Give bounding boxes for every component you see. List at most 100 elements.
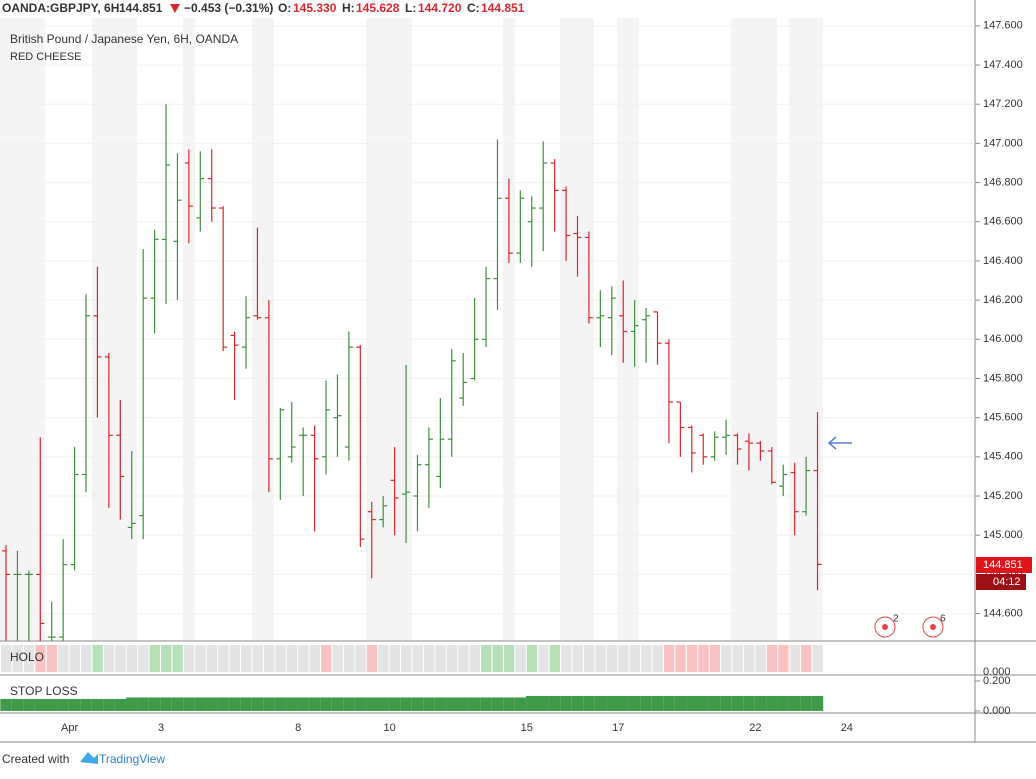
y-tick-label: 146.600: [983, 216, 1023, 228]
y-tick-label: 146.200: [983, 294, 1023, 306]
y-tick-label: 147.400: [983, 59, 1023, 71]
holo-cell: [229, 645, 240, 672]
holo-cell: [298, 645, 309, 672]
holo-cell: [69, 645, 80, 672]
holo-cell: [766, 645, 778, 672]
stop-loss-bar: [366, 697, 378, 711]
stop-loss-bar: [560, 695, 572, 711]
footer-brand[interactable]: TradingView: [99, 752, 165, 766]
high: 145.628: [356, 1, 400, 15]
stop-loss-bar: [160, 697, 172, 711]
holo-cell: [515, 645, 526, 672]
stop-loss-bar: [514, 697, 527, 711]
holo-cell: [812, 645, 823, 672]
holo-cell: [698, 645, 709, 672]
holo-cell: [172, 645, 183, 672]
holo-cell: [801, 645, 812, 672]
holo-cell: [446, 645, 458, 672]
stop-loss-bar: [686, 695, 698, 711]
y-tick-label: 145.200: [983, 490, 1023, 502]
session-band: [366, 18, 412, 640]
holo-cell: [332, 645, 343, 672]
stop-loss-bar: [594, 695, 607, 711]
x-tick-label: 15: [521, 722, 533, 734]
holo-cell: [92, 645, 103, 672]
holo-cell: [549, 645, 561, 672]
stop-loss-bar: [434, 697, 447, 711]
stop-loss-bar: [343, 697, 355, 711]
stop-loss-bar: [388, 697, 401, 711]
holo-cell: [572, 645, 583, 672]
holo-cell: [321, 645, 332, 672]
stop-loss-bar: [537, 695, 549, 711]
holo-cell: [778, 645, 789, 672]
stop-loss-bar: [777, 695, 789, 711]
stop-loss-bar: [731, 695, 744, 711]
holo-cell: [743, 645, 755, 672]
x-tick-label: 10: [383, 722, 395, 734]
holo-cell: [343, 645, 355, 672]
stop-loss-bar: [206, 697, 218, 711]
y-tick-label: 147.000: [983, 137, 1023, 149]
holo-tick-label: 0.000: [983, 666, 1011, 678]
stop-loss-bar: [377, 697, 389, 711]
stop-loss-bar: [811, 695, 824, 711]
c-label: C:: [467, 1, 480, 15]
x-tick-label: Apr: [61, 722, 78, 734]
stop-tick-label: 0.200: [983, 675, 1011, 687]
stop-loss-bar: [240, 697, 252, 711]
y-tick-label: 144.600: [983, 607, 1023, 619]
event-marker[interactable]: [874, 616, 896, 638]
holo-cell: [218, 645, 229, 672]
y-tick-label: 147.200: [983, 98, 1023, 110]
holo-cell: [195, 645, 206, 672]
price-arrow: [827, 436, 852, 450]
event-count: 6: [940, 614, 946, 625]
stop-loss-bar: [263, 697, 275, 711]
stop-loss-bar: [788, 695, 801, 711]
stop-loss-bar: [11, 698, 24, 711]
stop-loss-bar: [148, 697, 161, 711]
holo-cell: [138, 645, 149, 672]
session-band: [0, 18, 45, 640]
stop-loss-bar: [183, 697, 195, 711]
holo-cell: [12, 645, 23, 672]
footer-created: Created with: [2, 752, 69, 766]
event-count: 2: [893, 614, 899, 625]
y-tick-label: 146.800: [983, 176, 1023, 188]
holo-cell: [412, 645, 423, 672]
holo-cell: [58, 645, 69, 672]
stop-loss-bar: [137, 697, 149, 711]
stop-loss-bar: [274, 697, 287, 711]
countdown-text: 04:12: [993, 576, 1021, 588]
event-marker[interactable]: [922, 616, 944, 638]
stop-loss-bar: [103, 698, 115, 711]
holo-cell: [252, 645, 263, 672]
stop-loss-bar: [114, 698, 126, 711]
stop-loss-bar: [57, 698, 69, 711]
stop-loss-bar: [0, 698, 12, 711]
stop-loss-bar: [697, 695, 709, 711]
stop-loss-bar: [34, 698, 46, 711]
holo-cell: [709, 645, 721, 672]
holo-cell: [378, 645, 389, 672]
holo-cell: [183, 645, 195, 672]
stop-loss-bar: [468, 697, 481, 711]
holo-cell: [481, 645, 492, 672]
stop-loss-bar: [674, 695, 687, 711]
holo-cell: [492, 645, 503, 672]
down-arrow: [170, 4, 180, 13]
stop-loss-bar: [457, 697, 469, 711]
stop-loss-bar: [663, 695, 675, 711]
price-badge-text: 144.851: [983, 559, 1023, 571]
legend-title: British Pound / Japanese Yen, 6H, OANDA: [10, 32, 238, 46]
holo-cell: [126, 645, 138, 672]
stop-loss-bar: [491, 697, 504, 711]
holo-cell: [686, 645, 698, 672]
stop-loss-bar: [766, 695, 778, 711]
last-price: 144.851: [119, 1, 163, 15]
stop-loss-bar: [228, 697, 241, 711]
holo-cell: [503, 645, 515, 672]
holo-cell: [23, 645, 35, 672]
